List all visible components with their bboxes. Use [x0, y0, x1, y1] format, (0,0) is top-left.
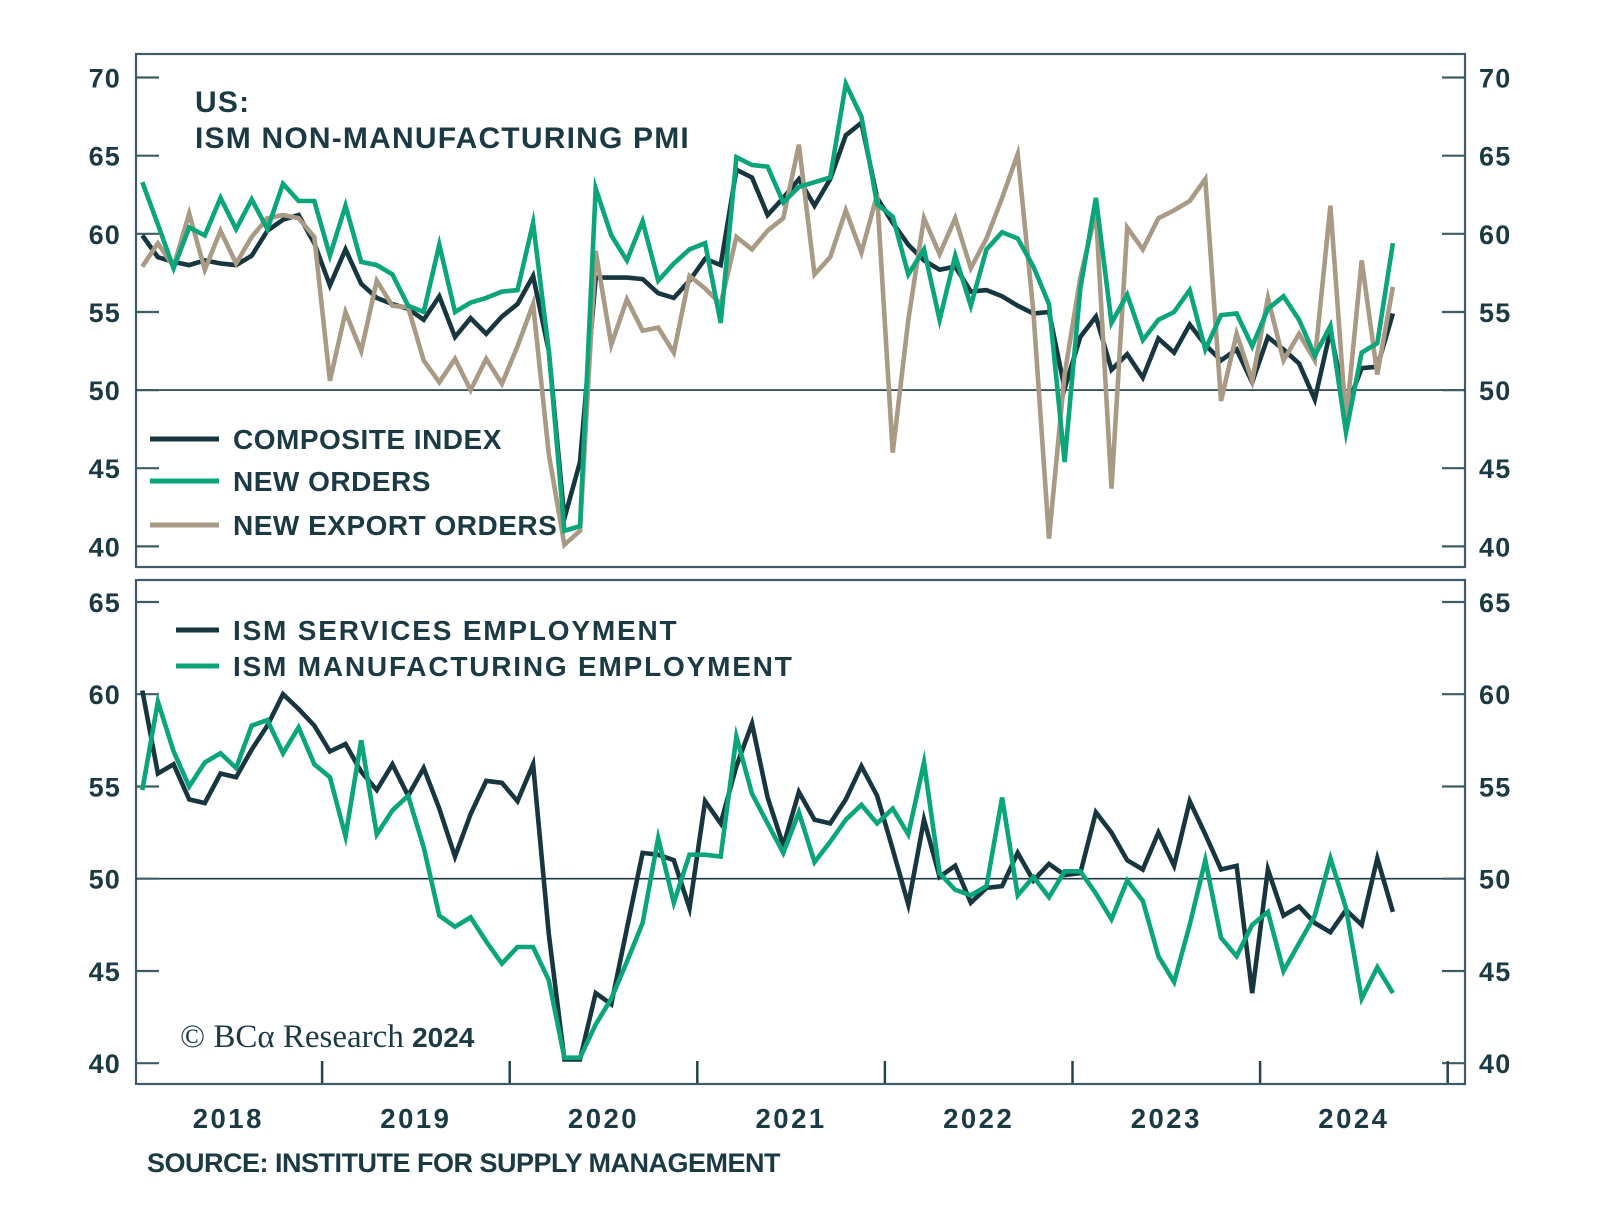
- svg-text:40: 40: [1479, 1049, 1511, 1079]
- svg-text:70: 70: [1479, 64, 1511, 94]
- svg-text:50: 50: [1479, 376, 1511, 406]
- svg-text:50: 50: [89, 376, 121, 406]
- svg-text:NEW ORDERS: NEW ORDERS: [233, 466, 431, 497]
- svg-text:45: 45: [1479, 454, 1511, 484]
- svg-text:65: 65: [89, 588, 121, 618]
- svg-text:60: 60: [1479, 680, 1511, 710]
- svg-text:60: 60: [1479, 220, 1511, 250]
- svg-text:2020: 2020: [568, 1103, 639, 1134]
- svg-text:2019: 2019: [380, 1103, 451, 1134]
- svg-text:45: 45: [1479, 957, 1511, 987]
- svg-text:2023: 2023: [1131, 1103, 1202, 1134]
- svg-text:40: 40: [89, 1049, 121, 1079]
- svg-text:COMPOSITE INDEX: COMPOSITE INDEX: [233, 424, 502, 455]
- svg-text:SOURCE: INSTITUTE FOR SUPPLY M: SOURCE: INSTITUTE FOR SUPPLY MANAGEMENT: [147, 1148, 781, 1178]
- svg-text:60: 60: [89, 220, 121, 250]
- svg-text:40: 40: [89, 532, 121, 562]
- svg-text:45: 45: [89, 957, 121, 987]
- svg-text:55: 55: [89, 773, 121, 803]
- svg-text:60: 60: [89, 680, 121, 710]
- svg-text:65: 65: [1479, 588, 1511, 618]
- svg-text:ISM SERVICES EMPLOYMENT: ISM SERVICES EMPLOYMENT: [233, 615, 678, 646]
- svg-text:ISM MANUFACTURING EMPLOYMENT: ISM MANUFACTURING EMPLOYMENT: [233, 651, 794, 682]
- svg-text:55: 55: [89, 298, 121, 328]
- svg-text:ISM NON-MANUFACTURING PMI: ISM NON-MANUFACTURING PMI: [195, 122, 690, 155]
- svg-text:2022: 2022: [943, 1103, 1014, 1134]
- svg-text:55: 55: [1479, 298, 1511, 328]
- svg-text:2024: 2024: [1318, 1103, 1389, 1134]
- svg-text:50: 50: [89, 865, 121, 895]
- svg-text:50: 50: [1479, 865, 1511, 895]
- svg-text:70: 70: [89, 64, 121, 94]
- svg-text:2021: 2021: [756, 1103, 827, 1134]
- svg-text:© BCα Research 2024: © BCα Research 2024: [180, 1019, 475, 1055]
- svg-text:65: 65: [1479, 142, 1511, 172]
- svg-text:65: 65: [89, 142, 121, 172]
- svg-text:45: 45: [89, 454, 121, 484]
- svg-text:2018: 2018: [193, 1103, 264, 1134]
- svg-text:40: 40: [1479, 532, 1511, 562]
- svg-text:US:: US:: [195, 86, 250, 119]
- svg-text:NEW EXPORT ORDERS: NEW EXPORT ORDERS: [233, 510, 557, 541]
- svg-text:55: 55: [1479, 773, 1511, 803]
